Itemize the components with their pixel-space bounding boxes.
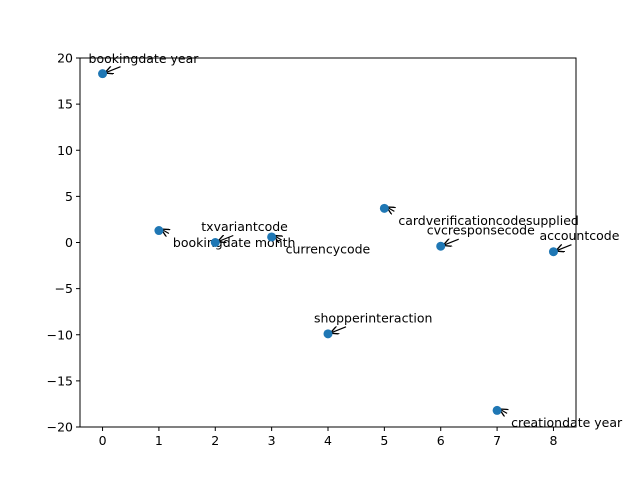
point-annotation-label: txvariantcode [201,219,288,234]
annotation-arrow [331,327,347,333]
data-points [98,69,558,415]
data-point [492,405,502,415]
y-tick-label: 20 [57,51,73,66]
y-tick-label: −10 [47,327,73,342]
data-point [154,226,164,236]
x-tick-label: 5 [380,433,388,448]
annotation-arrow [106,67,121,73]
annotations: bookingdate year bookingdate monthtxvaria… [89,51,623,430]
point-annotation-label: shopperinteraction [314,310,432,325]
x-tick-label: 7 [493,433,501,448]
point-annotation-label: accountcode [539,228,619,243]
x-tick-label: 2 [211,433,219,448]
data-point [379,203,389,213]
annotation-arrow [218,236,234,242]
point-annotation-label: cvcresponsecode [427,223,535,238]
x-tick-label: 8 [549,433,557,448]
y-tick-label: −5 [55,281,73,296]
y-tick-label: 5 [65,189,73,204]
data-point [210,238,220,247]
plot-area [79,57,577,428]
data-point [548,247,558,257]
annotation-arrow [556,245,572,251]
x-tick-label: 4 [324,433,332,448]
y-tick-label: 15 [57,97,73,112]
data-point [323,329,333,339]
annotation-arrow [444,239,459,245]
x-tick-label: 1 [155,433,163,448]
point-annotation-label: cardverificationcodesupplied [398,213,578,228]
data-point [436,241,446,251]
point-annotation-label: creationdate year [511,415,623,430]
point-annotation-label: bookingdate year [89,51,200,66]
point-annotation-label: currencycode [286,241,371,256]
x-tick-label: 3 [268,433,276,448]
x-axis: 0 1 2 3 4 5 6 7 8 [99,427,557,448]
x-tick-label: 0 [99,433,107,448]
y-tick-label: −15 [47,373,73,388]
point-annotation-label: bookingdate month [173,235,296,250]
y-tick-label: 10 [57,143,73,158]
data-point [98,69,108,79]
x-tick-label: 6 [437,433,445,448]
y-tick-label: −20 [47,420,73,435]
y-axis: −20 −15 −10 −5 0 5 10 15 20 [47,51,80,435]
data-point [267,232,277,242]
y-tick-label: 0 [65,235,73,250]
